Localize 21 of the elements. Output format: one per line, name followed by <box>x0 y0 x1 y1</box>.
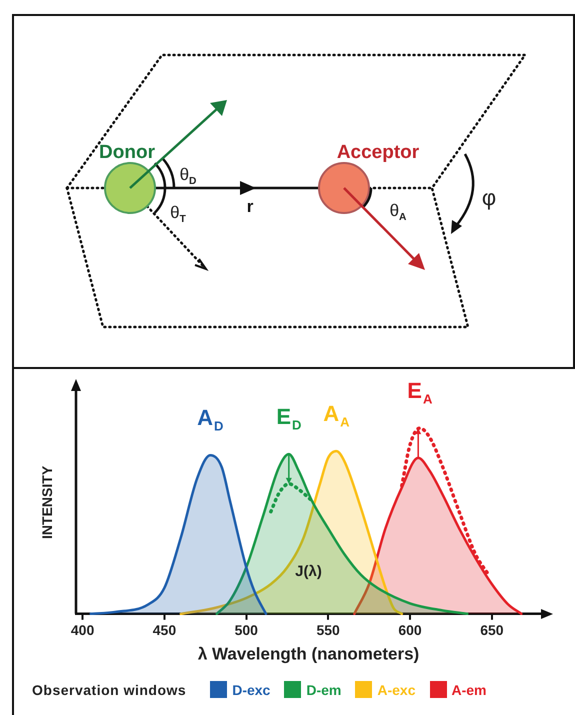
legend-label: D-exc <box>232 682 270 698</box>
legend-label: A-em <box>452 682 487 698</box>
legend-title: Observation windows <box>32 682 186 698</box>
x-axis-title: λ Wavelength (nanometers) <box>198 644 420 664</box>
text: θ$_{T}$ <box>170 203 187 224</box>
x-tick-label: 550 <box>316 622 340 638</box>
y-axis-title: INTENSITY <box>38 465 55 539</box>
text: Acceptor <box>336 142 420 163</box>
text: r <box>246 197 254 216</box>
annotation: J(λ) <box>295 562 322 580</box>
text: θ$_{D}$ <box>180 165 196 186</box>
text: Donor <box>99 142 156 163</box>
text: θ$_{A}$ <box>390 201 408 222</box>
x-tick-label: 450 <box>152 622 176 638</box>
x-tick-label: 500 <box>234 622 258 638</box>
legend-label: D-em <box>306 682 342 698</box>
legend-label: A-exc <box>377 682 416 698</box>
x-tick-label: 650 <box>480 622 504 638</box>
text: φ <box>482 185 496 210</box>
x-tick-label: 600 <box>398 622 422 638</box>
x-tick-label: 400 <box>70 622 94 638</box>
